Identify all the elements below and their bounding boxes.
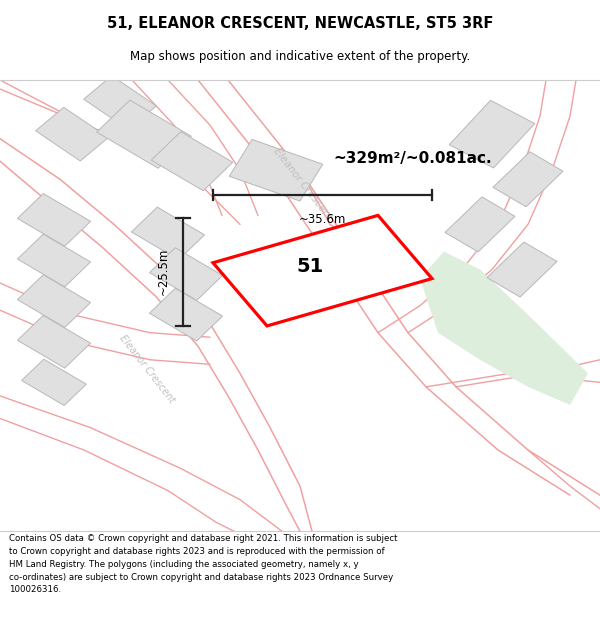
Text: ~329m²/~0.081ac.: ~329m²/~0.081ac. [333, 151, 491, 166]
Polygon shape [445, 197, 515, 252]
Polygon shape [17, 275, 91, 328]
Polygon shape [97, 100, 191, 168]
Polygon shape [493, 152, 563, 207]
Polygon shape [151, 132, 233, 191]
Polygon shape [420, 251, 588, 405]
Text: 51: 51 [297, 257, 324, 276]
Text: Eleanor Crescent: Eleanor Crescent [272, 146, 334, 222]
Polygon shape [149, 288, 223, 341]
Polygon shape [149, 248, 223, 301]
Text: ~35.6m: ~35.6m [299, 213, 346, 226]
Polygon shape [229, 139, 323, 201]
Polygon shape [17, 234, 91, 287]
Polygon shape [131, 207, 205, 260]
Polygon shape [487, 242, 557, 297]
Text: ~25.5m: ~25.5m [157, 248, 170, 296]
Polygon shape [17, 194, 91, 246]
Polygon shape [35, 107, 109, 161]
Text: Map shows position and indicative extent of the property.: Map shows position and indicative extent… [130, 49, 470, 62]
Polygon shape [22, 359, 86, 406]
Polygon shape [213, 216, 432, 326]
Text: Eleanor Crescent: Eleanor Crescent [118, 333, 176, 405]
Polygon shape [449, 101, 535, 168]
Polygon shape [83, 76, 157, 129]
Polygon shape [17, 316, 91, 368]
Text: Contains OS data © Crown copyright and database right 2021. This information is : Contains OS data © Crown copyright and d… [9, 534, 398, 594]
Text: 51, ELEANOR CRESCENT, NEWCASTLE, ST5 3RF: 51, ELEANOR CRESCENT, NEWCASTLE, ST5 3RF [107, 16, 493, 31]
